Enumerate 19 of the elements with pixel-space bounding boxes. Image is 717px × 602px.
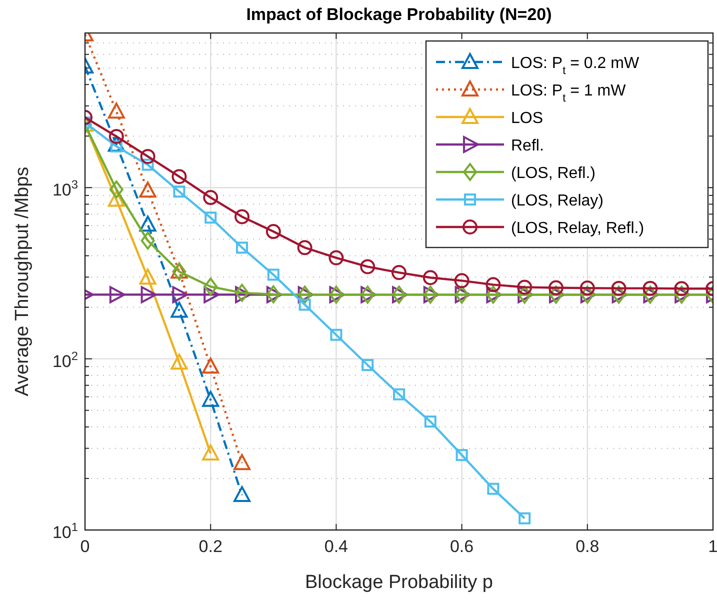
legend-label: Refl. <box>511 138 544 154</box>
x-axis-title: Blockage Probability p <box>305 572 493 593</box>
legend-label: (LOS, Relay) <box>511 192 604 210</box>
y-tick-label: 10$^{1}$ <box>52 520 78 542</box>
x-tick-label: 0.6 <box>450 537 474 556</box>
legend-label: LOS: P$_{t}$ = 0.2 mW <box>511 55 640 77</box>
legend-label: LOS: P$_{t}$ = 1 mW <box>511 82 627 104</box>
chart-title: Impact of Blockage Probability (N=20) <box>246 5 552 24</box>
x-tick-label: 0 <box>80 537 90 556</box>
y-axis-title: Average Throughput /Mbps <box>12 166 33 396</box>
x-tick-label: 0.8 <box>576 537 600 556</box>
y-tick-label: 10$^{3}$ <box>52 178 78 200</box>
x-tick-label: 0.2 <box>198 537 222 556</box>
legend-label: (LOS, Refl.) <box>511 165 596 182</box>
legend-label: (LOS, Relay, Refl.) <box>511 220 644 237</box>
x-tick-label: 0.4 <box>324 537 348 556</box>
y-tick-label: 10$^{2}$ <box>52 348 78 371</box>
x-tick-label: 1 <box>708 537 717 556</box>
legend-label: LOS <box>511 110 544 127</box>
